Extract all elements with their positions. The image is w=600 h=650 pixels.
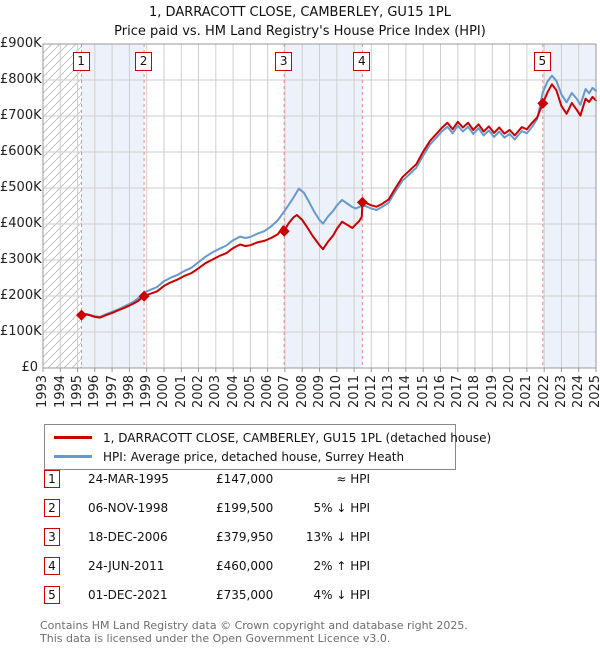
y-tick-label: £400K (0, 216, 42, 231)
sale-number-box: 1 (44, 470, 60, 488)
footer-line1: Contains HM Land Registry data © Crown c… (40, 619, 468, 632)
legend-label: HPI: Average price, detached house, Surr… (103, 449, 405, 464)
legend: 1, DARRACOTT CLOSE, CAMBERLEY, GU15 1PL … (44, 424, 491, 470)
sale-price: £460,000 (216, 559, 274, 573)
y-tick-label: £100K (0, 324, 42, 339)
sale-date: 24-MAR-1995 (88, 472, 169, 486)
sale-date: 06-NOV-1998 (88, 501, 169, 515)
page-subtitle: Price paid vs. HM Land Registry's House … (114, 24, 486, 39)
sale-hpi-comparison: ≈ HPI (336, 472, 370, 486)
footer-line2: This data is licensed under the Open Gov… (40, 632, 391, 645)
sale-price: £199,500 (216, 501, 274, 515)
page-title: 1, DARRACOTT CLOSE, CAMBERLEY, GU15 1PL (149, 5, 451, 20)
sale-price: £379,950 (216, 530, 274, 544)
sale-marker-4: 4 (353, 52, 371, 71)
sale-hpi-comparison: 2% ↑ HPI (313, 559, 370, 573)
sale-table-row: 5 01-DEC-2021 £735,000 4% ↓ HPI (44, 586, 384, 615)
x-tick-label: 2025 (588, 374, 600, 409)
y-tick-label: £300K (0, 252, 42, 267)
sales-table: 1 24-MAR-1995 £147,000 ≈ HPI 2 06-NOV-1998 £19… (44, 470, 384, 615)
sale-hpi-comparison: 4% ↓ HPI (313, 588, 370, 602)
legend-item: HPI: Average price, detached house, Surr… (45, 447, 455, 466)
license-footer: Contains HM Land Registry data © Crown c… (40, 619, 468, 645)
sale-hpi-comparison: 5% ↓ HPI (313, 501, 370, 515)
y-tick-label: £0 (21, 360, 38, 375)
y-tick-label: £600K (0, 144, 42, 159)
sale-date: 18-DEC-2006 (88, 530, 168, 544)
y-tick-label: £500K (0, 180, 42, 195)
legend-label: 1, DARRACOTT CLOSE, CAMBERLEY, GU15 1PL … (103, 430, 492, 445)
sale-table-row: 1 24-MAR-1995 £147,000 ≈ HPI (44, 470, 384, 499)
sale-marker-3: 3 (275, 52, 293, 71)
sale-number-box: 2 (44, 499, 60, 517)
sale-table-row: 3 18-DEC-2006 £379,950 13% ↓ HPI (44, 528, 384, 557)
sale-price: £147,000 (216, 472, 274, 486)
sale-marker-1: 1 (72, 52, 90, 71)
legend-item: 1, DARRACOTT CLOSE, CAMBERLEY, GU15 1PL … (45, 428, 491, 447)
y-tick-label: £800K (0, 72, 42, 87)
legend-line-swatch (54, 436, 92, 439)
sale-table-row: 4 24-JUN-2011 £460,000 2% ↑ HPI (44, 557, 384, 586)
sale-hpi-comparison: 13% ↓ HPI (305, 530, 370, 544)
sale-number-box: 5 (44, 586, 60, 604)
sale-table-row: 2 06-NOV-1998 £199,500 5% ↓ HPI (44, 499, 384, 528)
sale-number-box: 3 (44, 528, 60, 546)
sale-marker-2: 2 (135, 52, 153, 71)
sale-date: 01-DEC-2021 (88, 588, 168, 602)
sale-marker-5: 5 (533, 52, 551, 71)
y-tick-label: £700K (0, 108, 42, 123)
sale-price: £735,000 (216, 588, 274, 602)
y-tick-label: £200K (0, 288, 42, 303)
sale-number-box: 4 (44, 557, 60, 575)
legend-line-swatch (54, 455, 92, 458)
sale-date: 24-JUN-2011 (88, 559, 165, 573)
y-tick-label: £900K (0, 36, 42, 51)
